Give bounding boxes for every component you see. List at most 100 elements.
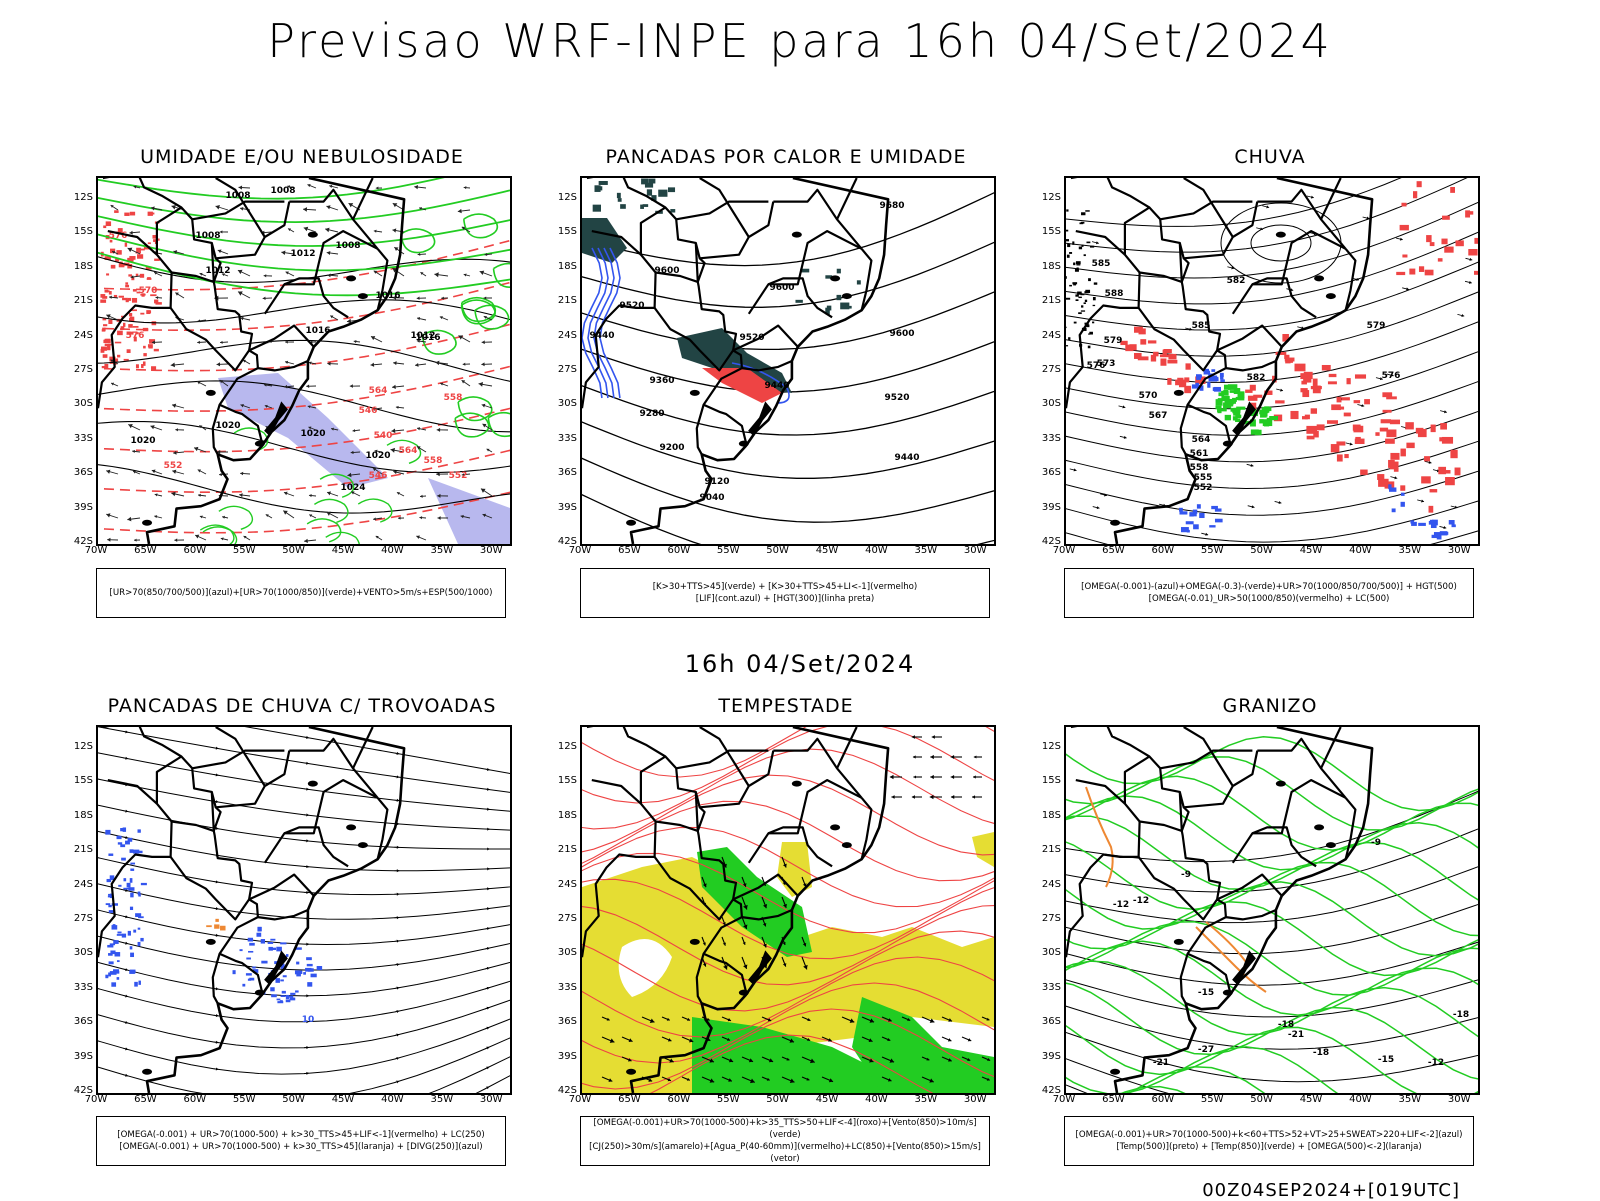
contour-label: -21 (1153, 1058, 1169, 1068)
wind-vector (414, 185, 426, 189)
wind-vector (288, 228, 294, 232)
humidity-area (130, 317, 134, 321)
rain-area (1081, 245, 1083, 247)
divergence-area (140, 938, 143, 941)
rain-area (1474, 271, 1478, 275)
divergence-area (295, 990, 299, 992)
lon-tick-label: 60W (1143, 1094, 1183, 1105)
streamline (98, 931, 510, 970)
jet-area (972, 832, 994, 867)
humidity-area (148, 242, 151, 244)
contour-label: 585 (1092, 259, 1111, 269)
humidity-contour (98, 188, 510, 222)
humidity-area (100, 299, 106, 302)
divergence-area (130, 970, 136, 974)
rain-area (1175, 380, 1186, 386)
lat-tick-label: 33S (547, 982, 577, 993)
contour-label: 9680 (879, 201, 904, 211)
wind-vector (1396, 238, 1403, 241)
divergence-area (242, 984, 245, 987)
divergence-area (261, 939, 265, 944)
rain-area (1400, 449, 1405, 457)
lat-tick-label: 30S (1031, 947, 1061, 958)
lat-tick-label: 33S (63, 982, 93, 993)
rain-area (1151, 355, 1156, 362)
lon-tick-label: 70W (1044, 545, 1084, 556)
lat-tick-label: 18S (1031, 261, 1061, 272)
wind-vector (485, 867, 490, 870)
rain-area (1392, 508, 1396, 512)
jet-area (777, 842, 812, 897)
rain-area (1355, 437, 1360, 443)
divergence-area (303, 972, 306, 975)
divergence-area (109, 961, 114, 964)
rain-area (1079, 222, 1083, 224)
divergence-area (252, 966, 255, 968)
convection-area (658, 190, 667, 197)
lon-tick-label: 45W (323, 1094, 363, 1105)
wind-vector (238, 270, 250, 276)
divergence-area (113, 969, 119, 973)
contour-label: 579 (1104, 336, 1123, 346)
legend-umidade: [UR>70(850/700/500)](azul)+[UR>70(1000/8… (96, 568, 506, 618)
lon-tick-label: 35W (422, 545, 462, 556)
divergence-area (280, 979, 284, 981)
convection-area (857, 280, 861, 284)
rain-area (1388, 484, 1391, 489)
divergence-area (246, 958, 251, 960)
rain-area (1250, 385, 1256, 391)
rain-area (1255, 430, 1262, 435)
wind-vector (434, 272, 448, 277)
contour-label: 567 (1149, 411, 1168, 421)
divergence-area (307, 964, 313, 966)
lon-tick-label: 35W (1390, 1094, 1430, 1105)
rain-area (1076, 261, 1081, 264)
wind-vector (304, 788, 309, 791)
temp850-isoline (1066, 816, 1478, 906)
lon-tick-label: 65W (609, 545, 649, 556)
contour-label: 1012 (290, 249, 315, 259)
divergence-area (275, 978, 279, 983)
convection-area (647, 189, 652, 195)
humidity-area (103, 324, 107, 326)
panel-title-tempestade: TEMPESTADE (580, 695, 992, 717)
lon-tick-label: 60W (659, 545, 699, 556)
divergence-area (317, 966, 322, 970)
temp500-isoline (1066, 787, 1478, 862)
wind-vector (111, 205, 118, 210)
rain-area (1215, 377, 1219, 380)
wind-vector (218, 249, 228, 254)
wind-vector (1119, 405, 1126, 408)
rain-area (1430, 242, 1435, 246)
rain-area (1088, 333, 1090, 334)
wind-vector (266, 514, 272, 518)
divergence-area (283, 975, 287, 977)
lon-tick-label: 40W (856, 1094, 896, 1105)
wind-vector (376, 536, 382, 540)
rain-area (1441, 239, 1447, 245)
lat-tick-label: 21S (1031, 295, 1061, 306)
contour-label: 9440 (894, 453, 919, 463)
divergence-area (130, 946, 133, 949)
wind-vector (1070, 468, 1077, 471)
lon-tick-label: 65W (125, 1094, 165, 1105)
humidity-area (155, 302, 161, 305)
wind-vector (962, 1037, 971, 1041)
rain-area (1429, 506, 1434, 513)
height-isoline (582, 288, 994, 349)
lon-tick-label: 65W (609, 1094, 649, 1105)
contour-label: -18 (1278, 1020, 1294, 1030)
wind-vector (240, 472, 250, 476)
lon-tick-label: 65W (1093, 545, 1133, 556)
rain-area (1456, 240, 1464, 246)
wind-vector (198, 494, 206, 497)
wind-vector (214, 773, 219, 776)
lat-tick-label: 33S (547, 433, 577, 444)
rain-area (1305, 415, 1310, 420)
panel-title-chuva: CHUVA (1064, 146, 1476, 168)
wind-vector (485, 828, 490, 831)
wind-vector (214, 747, 219, 750)
streamline (1066, 178, 1478, 252)
divergence-area (130, 849, 134, 853)
wind-vector (107, 538, 118, 542)
